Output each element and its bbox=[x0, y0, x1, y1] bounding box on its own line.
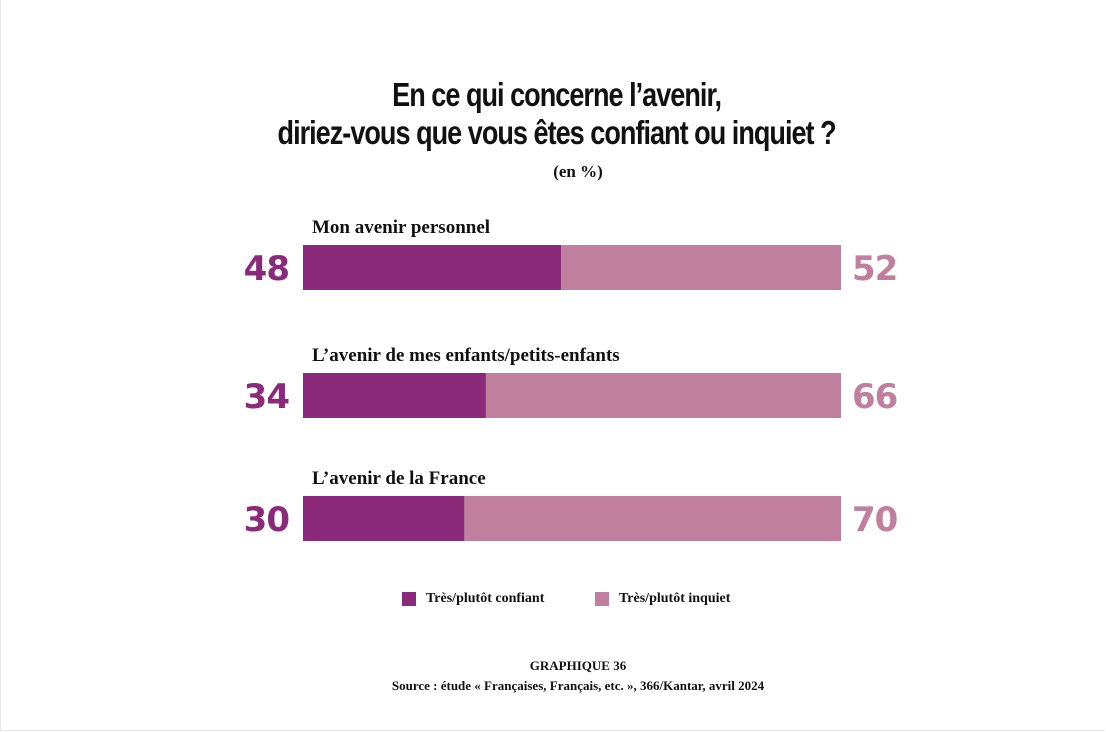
bar-segment-confiant bbox=[303, 245, 562, 290]
legend-item-confiant: Très/plutôt confiant bbox=[402, 591, 544, 607]
legend-swatch-confiant bbox=[402, 592, 416, 606]
legend-label-inquiet: Très/plutôt inquiet bbox=[619, 591, 731, 606]
category-label: L’avenir de mes enfants/petits-enfants bbox=[312, 345, 620, 366]
bar-segment-confiant bbox=[303, 496, 465, 541]
bar-segment-inquiet bbox=[561, 245, 841, 290]
value-label-inquiet: 70 bbox=[852, 500, 898, 540]
legend-item-inquiet: Très/plutôt inquiet bbox=[595, 591, 730, 607]
value-label-inquiet: 52 bbox=[852, 249, 897, 289]
chart-subtitle: (en %) bbox=[553, 162, 603, 181]
legend-swatch-inquiet bbox=[595, 592, 609, 606]
source-note: Source : étude « Françaises, Français, e… bbox=[391, 678, 765, 693]
chart-footer: GRAPHIQUE 36 Source : étude « Françaises… bbox=[0, 656, 1106, 696]
value-label-confiant: 30 bbox=[244, 500, 290, 540]
graphique-number: GRAPHIQUE 36 bbox=[529, 658, 627, 673]
bar-segment-inquiet bbox=[485, 373, 841, 418]
chart-legend: Très/plutôt confiant Très/plutôt inquiet bbox=[0, 591, 1106, 611]
category-label: L’avenir de la France bbox=[312, 468, 486, 489]
value-label-confiant: 48 bbox=[244, 249, 289, 289]
chart-title: En ce qui concerne l’avenir, diriez-vous… bbox=[103, 76, 1010, 152]
bar-segment-inquiet bbox=[464, 496, 841, 541]
chart-title-line-1: En ce qui concerne l’avenir, bbox=[392, 76, 722, 113]
legend-label-confiant: Très/plutôt confiant bbox=[426, 591, 545, 606]
category-label: Mon avenir personnel bbox=[312, 217, 490, 238]
value-label-confiant: 34 bbox=[244, 377, 290, 417]
chart-title-line-2: diriez-vous que vous êtes confiant ou in… bbox=[277, 114, 837, 151]
bar-segment-confiant bbox=[303, 373, 486, 418]
value-label-inquiet: 66 bbox=[852, 377, 897, 417]
